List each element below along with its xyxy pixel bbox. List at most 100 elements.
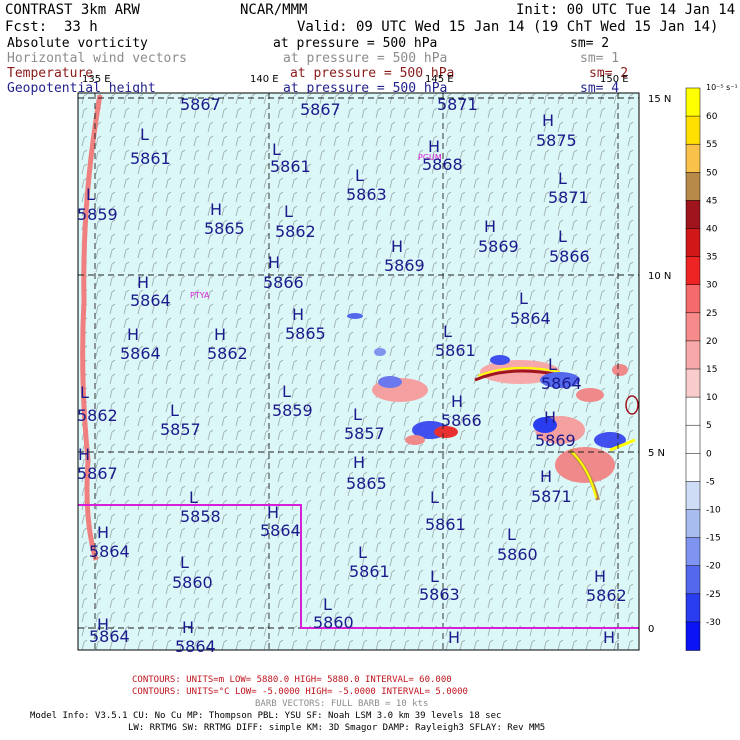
height-value: 5861 <box>270 157 311 176</box>
height-value: 5857 <box>160 420 201 439</box>
height-value: 5864 <box>89 627 130 646</box>
lon-label: 150 E <box>600 74 629 85</box>
height-value: 5864 <box>260 521 301 540</box>
station-label: PTYA <box>190 291 210 300</box>
height-value: 5871 <box>548 188 589 207</box>
height-value: 5867 <box>77 464 118 483</box>
height-value: 5863 <box>346 185 387 204</box>
height-value: 5859 <box>272 401 313 420</box>
high-marker: H <box>484 217 496 236</box>
footer-barb: BARB VECTORS: FULL BARB = 10 kts <box>255 699 429 709</box>
field-name-geopotential: Geopotential height <box>7 81 156 96</box>
init-time: Init: 00 UTC Tue 14 Jan 14 <box>516 2 736 18</box>
high-marker: H <box>182 618 194 637</box>
lat-label: 0 <box>648 624 654 635</box>
height-value: 5860 <box>497 545 538 564</box>
colorbar-label: 45 <box>706 196 717 206</box>
high-marker: H <box>97 615 109 634</box>
lat-label: 15 N <box>648 94 671 105</box>
footer-model-info: Model Info: V3.5.1 CU: No Cu MP: Thompso… <box>30 711 502 721</box>
lon-label: 145 E <box>425 74 454 85</box>
colorbar-label: 60 <box>706 112 718 122</box>
high-marker: H <box>210 200 222 219</box>
high-marker: H <box>544 408 556 427</box>
vorticity-cluster-east <box>474 355 639 501</box>
colorbar-label: 15 <box>706 365 717 375</box>
high-marker: H <box>292 305 304 324</box>
height-value: 5875 <box>536 131 577 150</box>
field-sm-vorticity: sm= 2 <box>570 36 610 51</box>
colorbar-label: -20 <box>706 562 721 572</box>
high-marker: H <box>137 273 149 292</box>
low-marker: L <box>443 322 452 341</box>
height-value: 5857 <box>344 424 385 443</box>
low-marker: L <box>180 553 189 572</box>
height-value: 5864 <box>89 542 130 561</box>
low-marker: L <box>558 169 567 188</box>
model-title: CONTRAST 3km ARW <box>5 2 140 18</box>
colorbar-units: 10⁻⁵ s⁻¹ <box>706 83 738 92</box>
colorbar-swatch <box>685 172 701 202</box>
colorbar-label: -25 <box>706 590 721 600</box>
colorbar-label: 30 <box>706 281 718 291</box>
low-marker: L <box>519 289 528 308</box>
height-value: 5866 <box>549 247 590 266</box>
low-marker: L <box>80 383 89 402</box>
colorbar-label: -5 <box>706 477 715 487</box>
lat-lon-grid <box>78 93 639 650</box>
colorbar-swatch <box>685 200 701 230</box>
low-marker: L <box>282 382 291 401</box>
colorbar-label: 40 <box>706 225 718 235</box>
lat-label: 10 N <box>648 271 671 282</box>
height-value: 5866 <box>263 273 304 292</box>
low-marker: L <box>170 401 179 420</box>
colorbar-swatch <box>685 621 701 651</box>
fcst-value: 33 h <box>64 19 98 35</box>
high-marker: H <box>127 325 139 344</box>
height-value: 5860 <box>313 613 354 632</box>
height-value: 5858 <box>180 507 221 526</box>
colorbar-label: 20 <box>706 337 718 347</box>
colorbar-swatch <box>685 509 701 539</box>
colorbar-swatch <box>685 340 701 370</box>
colorbar-label: -30 <box>706 618 721 628</box>
colorbar-swatch <box>685 228 701 258</box>
colorbar-label: -10 <box>706 506 721 516</box>
height-value: 5871 <box>437 95 478 114</box>
low-marker: L <box>430 488 439 507</box>
lon-label: 135 E <box>82 74 111 85</box>
height-value: 5861 <box>130 149 171 168</box>
height-value: 5862 <box>77 406 118 425</box>
height-value: 5864 <box>130 291 171 310</box>
field-name-vorticity: Absolute vorticity <box>7 36 148 51</box>
low-marker: L <box>355 166 364 185</box>
low-marker: L <box>284 202 293 221</box>
height-value: 5860 <box>172 573 213 592</box>
pressure-centers: L L H H L L L H L H L H H H L H H H L L … <box>78 111 615 647</box>
height-value: 5861 <box>425 515 466 534</box>
colorbar-label: -15 <box>706 534 721 544</box>
colorbar-label: 25 <box>706 309 717 319</box>
footer-contours-height: CONTOURS: UNITS=m LOW= 5880.0 HIGH= 5880… <box>132 675 452 685</box>
field-level-vorticity: at pressure = 500 hPa <box>273 36 438 51</box>
boundary-line <box>78 504 639 629</box>
low-marker: L <box>507 525 516 544</box>
field-level-geopotential: at pressure = 500 hPa <box>283 81 448 96</box>
height-value: 5867 <box>180 95 221 114</box>
colorbar-swatch <box>685 312 701 342</box>
high-marker: H <box>542 111 554 130</box>
colorbar-swatch <box>685 87 701 117</box>
colorbar-label: 50 <box>706 168 718 178</box>
height-value: 5864 <box>120 344 161 363</box>
field-level-wind: at pressure = 500 hPa <box>283 51 448 66</box>
high-marker: H <box>594 567 606 586</box>
colorbar-label: 55 <box>706 140 717 150</box>
height-value: 5868 <box>422 155 463 174</box>
height-value: 5867 <box>300 100 341 119</box>
footer-model-info-2: LW: RRTMG SW: RRTMG DIFF: simple KM: 3D … <box>128 723 546 733</box>
colorbar-label: 35 <box>706 253 717 263</box>
high-marker: H <box>540 467 552 486</box>
colorbar-swatch <box>685 424 701 455</box>
height-value: 5865 <box>204 219 245 238</box>
